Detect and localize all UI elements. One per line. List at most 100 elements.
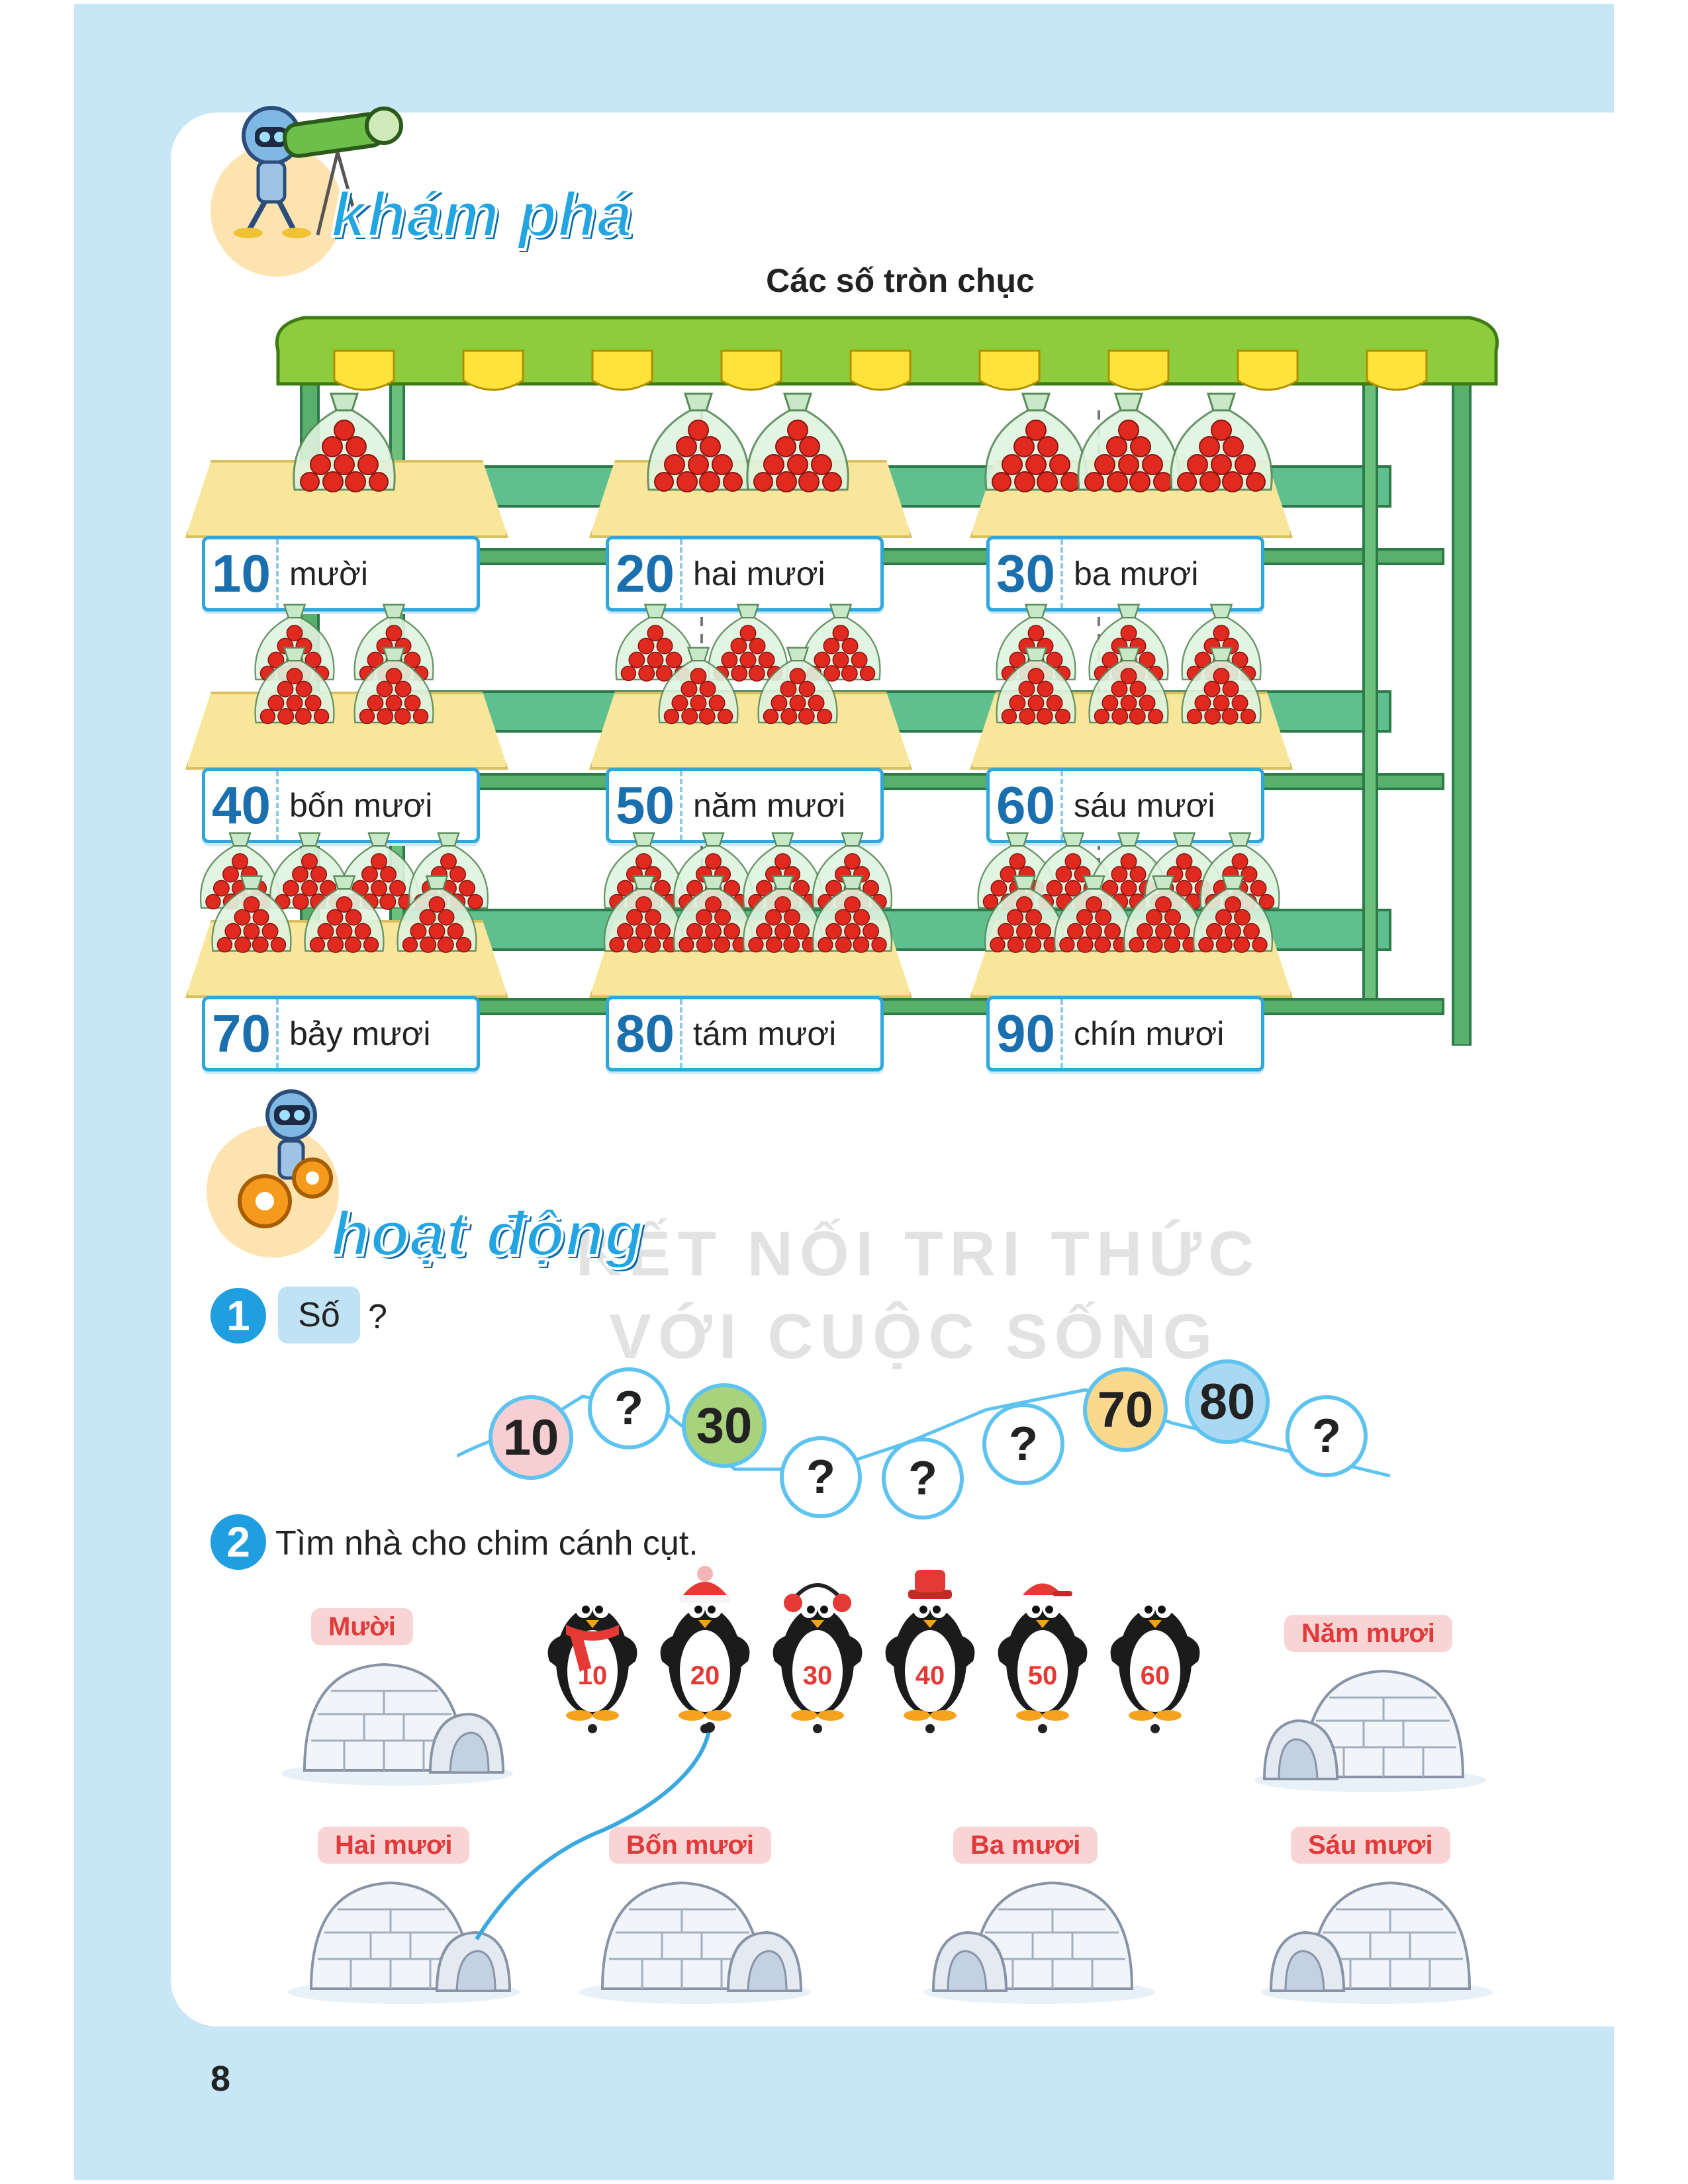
tomato-bag-group bbox=[603, 832, 893, 953]
igloo-icon[interactable] bbox=[920, 1860, 1158, 2005]
number-label-80: 80 tám mươi bbox=[606, 996, 884, 1071]
tomato-bag-icon bbox=[304, 875, 385, 953]
igloo-label: Sáu mươi bbox=[1291, 1827, 1450, 1864]
number-digits: 60 bbox=[990, 771, 1063, 840]
penguin-number: 60 bbox=[1141, 1661, 1170, 1690]
penguin-number: 50 bbox=[1028, 1661, 1058, 1690]
number-word: sáu mươi bbox=[1073, 787, 1215, 824]
number-circle-10: 10 bbox=[489, 1395, 573, 1480]
tomato-bag-icon bbox=[615, 604, 696, 682]
penguin-number: 30 bbox=[803, 1661, 833, 1690]
number-digits: 20 bbox=[609, 539, 682, 608]
igloo-icon[interactable] bbox=[1258, 1860, 1496, 2005]
task-1-number: 1 bbox=[211, 1288, 266, 1343]
answer-line bbox=[475, 1722, 715, 1940]
blank-number-circle[interactable]: ? bbox=[1286, 1395, 1368, 1477]
tomato-bag-icon bbox=[742, 875, 823, 953]
number-label-60: 60 sáu mươi bbox=[986, 768, 1264, 843]
penguin-50[interactable]: 50 bbox=[986, 1562, 1099, 1734]
tomato-bag-group bbox=[615, 604, 881, 725]
task-1-label-box: Số bbox=[278, 1287, 360, 1343]
number-word: hai mươi bbox=[692, 555, 825, 592]
number-label-30: 30 ba mươi bbox=[986, 536, 1264, 612]
tomato-bag-group bbox=[293, 392, 396, 492]
number-word: bốn mươi bbox=[289, 787, 433, 824]
tomato-bag-icon bbox=[658, 647, 739, 725]
tomato-bag-icon bbox=[984, 875, 1065, 953]
number-word: chín mươi bbox=[1073, 1015, 1225, 1052]
number-word: tám mươi bbox=[692, 1015, 837, 1052]
tomato-bag-icon bbox=[746, 392, 849, 492]
tomato-bag-group bbox=[996, 604, 1262, 725]
igloo-label: Bốn mươi bbox=[609, 1827, 771, 1864]
tomato-bag-icon bbox=[1192, 875, 1274, 953]
tomato-bag-icon bbox=[812, 875, 893, 953]
blank-number-circle[interactable]: ? bbox=[982, 1403, 1064, 1485]
tomato-bag-group bbox=[977, 832, 1280, 953]
penguin-40[interactable]: 40 bbox=[874, 1562, 986, 1734]
tomato-bag-icon bbox=[757, 647, 838, 725]
penguin-10[interactable]: 10 bbox=[536, 1562, 649, 1734]
igloo-icon[interactable] bbox=[285, 1860, 523, 2005]
tomato-bag-icon bbox=[1088, 647, 1169, 725]
blank-number-circle[interactable]: ? bbox=[882, 1437, 964, 1520]
tomato-bag-icon bbox=[603, 832, 684, 910]
page-number: 8 bbox=[211, 2059, 231, 2099]
number-word: bảy mươi bbox=[289, 1015, 431, 1052]
watermark-line-1: KẾT NỐI TRI THỨC bbox=[576, 1218, 1261, 1289]
tomato-bag-icon bbox=[984, 392, 1088, 492]
number-label-10: 10 mười bbox=[202, 536, 480, 612]
tomato-bag-icon bbox=[1123, 875, 1204, 953]
number-circle-80: 80 bbox=[1185, 1359, 1270, 1444]
igloo-icon[interactable] bbox=[576, 1860, 814, 2005]
number-label-50: 50 năm mươi bbox=[606, 768, 884, 843]
number-digits: 70 bbox=[205, 999, 279, 1068]
penguin-number: 40 bbox=[915, 1661, 945, 1690]
number-digits: 10 bbox=[205, 539, 279, 608]
igloo-label: Năm mươi bbox=[1284, 1615, 1452, 1652]
number-label-40: 40 bốn mươi bbox=[202, 768, 480, 843]
shelf-plank bbox=[185, 692, 508, 770]
tomato-bag-icon bbox=[708, 604, 788, 682]
tomato-bag-icon bbox=[996, 647, 1076, 725]
shelf-title: Các số tròn chục bbox=[766, 262, 1035, 299]
blank-number-circle[interactable]: ? bbox=[588, 1367, 670, 1449]
tomato-bag-icon bbox=[353, 647, 434, 725]
task-2-number: 2 bbox=[211, 1514, 266, 1570]
activity-title: hoạt động bbox=[330, 1197, 645, 1271]
number-label-70: 70 bảy mươi bbox=[202, 996, 480, 1071]
penguin-number: 10 bbox=[578, 1661, 608, 1690]
tomato-bag-icon bbox=[269, 832, 350, 910]
igloo-icon[interactable] bbox=[1251, 1648, 1489, 1794]
penguin-30[interactable]: 30 bbox=[761, 1562, 874, 1734]
task-2-instruction: Tìm nhà cho chim cánh cụt. bbox=[275, 1524, 698, 1563]
number-label-90: 90 chín mươi bbox=[986, 996, 1264, 1071]
penguin-60[interactable]: 60 bbox=[1099, 1562, 1211, 1734]
number-word: ba mươi bbox=[1073, 555, 1199, 592]
explore-title: khám phá bbox=[330, 178, 633, 251]
tomato-bag-icon bbox=[1053, 875, 1135, 953]
number-digits: 90 bbox=[990, 999, 1063, 1068]
igloo-label: Ba mươi bbox=[953, 1827, 1098, 1864]
penguin-20[interactable]: 20 bbox=[649, 1562, 761, 1734]
number-digits: 30 bbox=[990, 539, 1063, 608]
tomato-bag-icon bbox=[397, 875, 477, 953]
igloo-icon[interactable] bbox=[278, 1641, 516, 1787]
tomato-bag-group bbox=[647, 392, 849, 492]
tomato-bag-icon bbox=[647, 392, 750, 492]
igloo-label: Mười bbox=[311, 1608, 413, 1645]
tomato-bag-icon bbox=[211, 875, 292, 953]
tomato-bag-icon bbox=[1077, 392, 1180, 492]
watermark-line-2: VỚI CUỘC SỐNG bbox=[609, 1301, 1219, 1372]
blank-number-circle[interactable]: ? bbox=[780, 1436, 862, 1518]
tomato-bag-icon bbox=[603, 875, 684, 953]
tomato-bag-group bbox=[254, 604, 434, 725]
number-circle-30: 30 bbox=[682, 1383, 767, 1468]
task-1-label: Số bbox=[298, 1296, 340, 1334]
robot-telescope-icon bbox=[234, 106, 403, 238]
robot-gears-icon bbox=[238, 1089, 333, 1228]
tomato-bag-icon bbox=[1170, 392, 1273, 492]
tomato-bag-group bbox=[199, 832, 489, 953]
tomato-bag-icon bbox=[1181, 647, 1262, 725]
tomato-bag-icon bbox=[673, 875, 754, 953]
